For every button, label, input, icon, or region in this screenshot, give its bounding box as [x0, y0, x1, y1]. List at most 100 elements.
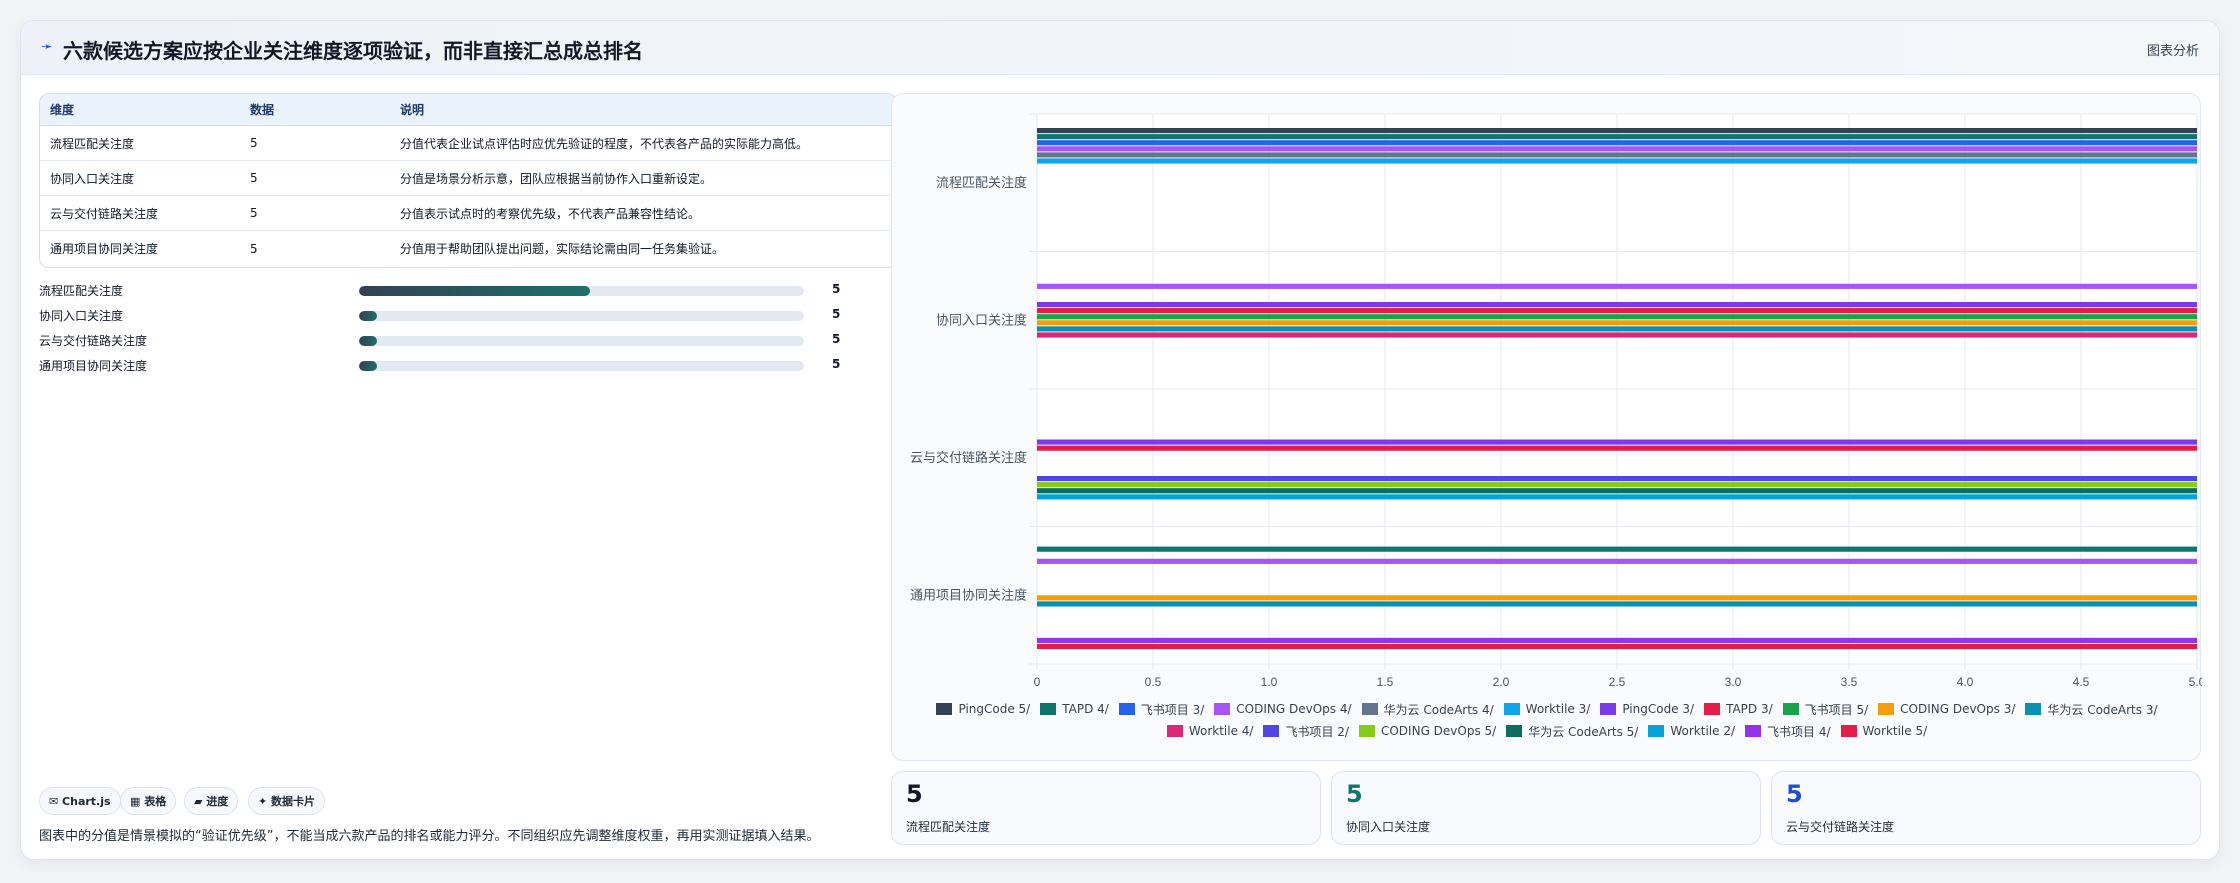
progress-value: 5 — [832, 357, 841, 371]
bar — [1037, 643, 2197, 650]
stat-card: 5 流程匹配关注度 — [891, 771, 1321, 845]
y-category-label: 流程匹配关注度 — [936, 175, 1027, 190]
table-cell: 5 — [250, 206, 258, 220]
x-tick-label: 5.0 — [2189, 675, 2202, 689]
table-row: 云与交付链路关注度 5 分值表示试点时的考察优先级，不代表产品兼容性结论。 — [40, 196, 896, 231]
legend-item[interactable]: 华为云 CodeArts 4/ — [1361, 700, 1494, 718]
page-title: 六款候选方案应按企业关注维度逐项验证，而非直接汇总成总排名 — [63, 39, 643, 63]
footnote: 图表中的分值是情景模拟的“验证优先级”，不能当成六款产品的排名或能力评分。不同组… — [39, 829, 820, 844]
legend-item[interactable]: Worktile 4/ — [1166, 722, 1254, 740]
chip-data-card[interactable]: ✦ 数据卡片 — [248, 787, 326, 815]
bar — [1037, 302, 2197, 308]
bar — [1037, 326, 2197, 332]
legend-swatch — [1782, 703, 1799, 715]
progress-value: 5 — [832, 307, 841, 321]
legend-item[interactable]: CODING DevOps 5/ — [1358, 722, 1497, 740]
x-tick-label: 1.0 — [1261, 675, 1278, 689]
stat-label: 流程匹配关注度 — [906, 820, 991, 834]
y-category-label: 云与交付链路关注度 — [910, 450, 1027, 465]
chart-card: ➛ 六款候选方案应按企业关注维度逐项验证，而非直接汇总成总排名 图表分析 维度 … — [20, 20, 2220, 860]
progress-row: 云与交付链路关注度 5 — [39, 328, 899, 353]
legend-swatch — [1214, 703, 1231, 715]
chip-progress[interactable]: ▰ 进度 — [184, 787, 239, 815]
legend-item[interactable]: Worktile 5/ — [1840, 722, 1928, 740]
progress-track — [359, 336, 804, 346]
bar — [1037, 637, 2197, 644]
legend-item[interactable]: 华为云 CodeArts 5/ — [1506, 722, 1638, 740]
legend-swatch — [2025, 703, 2042, 715]
data-table: 维度 数据 说明 流程匹配关注度 5 分值代表企业试点评估时应优先验证的程度，不… — [39, 93, 897, 268]
legend-item[interactable]: 飞书项目 3/ — [1118, 700, 1204, 718]
progress-fill — [359, 361, 377, 371]
legend-row: PingCode 5/TAPD 4/飞书项目 3/CODING DevOps 4… — [892, 700, 2202, 718]
legend-item[interactable]: 飞书项目 2/ — [1263, 722, 1349, 740]
table-row: 通用项目协同关注度 5 分值用于帮助团队提出问题，实际结论需由同一任务集验证。 — [40, 231, 896, 266]
chart-canvas: 0 0.5 1.0 1.5 2.0 2.5 3.0 3.5 4.0 4.5 5.0 流程匹配关注度协同… — [910, 113, 2202, 689]
table-cell: 5 — [250, 136, 258, 150]
legend-item[interactable]: CODING DevOps 4/ — [1214, 700, 1352, 718]
legend-label: CODING DevOps 5/ — [1380, 724, 1497, 738]
column-header-data: 数据 — [250, 103, 275, 117]
x-tick-label: 3.0 — [1725, 675, 1742, 689]
legend-item[interactable]: TAPD 4/ — [1040, 700, 1109, 718]
chip-chartjs[interactable]: ✉ Chart.js — [39, 787, 121, 815]
legend-item[interactable]: Worktile 2/ — [1648, 722, 1735, 740]
stat-value: 5 — [1346, 780, 1363, 808]
bar — [1037, 314, 2197, 320]
table-cell: 协同入口关注度 — [50, 171, 135, 186]
legend-swatch — [1878, 703, 1895, 715]
progress-label: 协同入口关注度 — [39, 309, 124, 323]
legend-label: Worktile 5/ — [1862, 724, 1928, 738]
legend-swatch — [936, 703, 953, 715]
table-cell: 流程匹配关注度 — [50, 136, 135, 151]
legend-row: Worktile 4/飞书项目 2/CODING DevOps 5/华为云 Co… — [892, 722, 2202, 740]
legend-swatch — [1118, 703, 1135, 715]
legend-item[interactable]: 飞书项目 4/ — [1745, 722, 1831, 740]
chart-analysis-link[interactable]: 图表分析 — [2146, 44, 2199, 59]
bar — [1037, 488, 2197, 494]
bar — [1037, 332, 2197, 338]
stat-value: 5 — [906, 780, 923, 808]
bar-chart: 0 0.5 1.0 1.5 2.0 2.5 3.0 3.5 4.0 4.5 5.0 流程匹配关注度协同… — [891, 93, 2202, 761]
bar — [1037, 595, 2197, 601]
legend-label: 飞书项目 2/ — [1285, 724, 1349, 739]
legend-swatch — [1503, 703, 1520, 715]
table-header: 维度 数据 说明 — [40, 94, 896, 126]
progress-label: 流程匹配关注度 — [39, 284, 124, 298]
column-header-description: 说明 — [400, 103, 425, 117]
legend-item[interactable]: PingCode 5/ — [936, 700, 1030, 718]
legend-label: 华为云 CodeArts 4/ — [1383, 702, 1494, 717]
progress-fill — [359, 311, 377, 321]
progress-label: 通用项目协同关注度 — [39, 359, 148, 373]
bar — [1037, 445, 2197, 451]
legend-label: PingCode 3/ — [1622, 702, 1695, 716]
table-row: 流程匹配关注度 5 分值代表企业试点评估时应优先验证的程度，不代表各产品的实际能… — [40, 126, 896, 161]
chip-table[interactable]: ▦ 表格 — [120, 787, 177, 815]
legend-item[interactable]: TAPD 3/ — [1704, 700, 1773, 718]
legend-swatch — [1040, 703, 1057, 715]
legend-item[interactable]: PingCode 3/ — [1600, 700, 1694, 718]
legend-item[interactable]: Worktile 3/ — [1503, 700, 1590, 718]
legend-item[interactable]: CODING DevOps 3/ — [1878, 700, 2015, 718]
legend-item[interactable]: 飞书项目 5/ — [1782, 700, 1868, 718]
x-tick-label: 2.5 — [1609, 675, 1626, 689]
x-tick-label: 0.5 — [1145, 675, 1162, 689]
progress-value: 5 — [832, 332, 841, 346]
x-tick-label: 0 — [1034, 675, 1041, 689]
progress-row: 流程匹配关注度 5 — [39, 278, 899, 303]
table-cell: 分值是场景分析示意，团队应根据当前协作入口重新设定。 — [400, 171, 713, 186]
legend-swatch — [1263, 725, 1280, 737]
legend-label: CODING DevOps 4/ — [1236, 702, 1352, 716]
bar — [1037, 439, 2197, 445]
table-cell: 通用项目协同关注度 — [50, 242, 159, 256]
stat-card: 5 云与交付链路关注度 — [1771, 771, 2201, 845]
legend-label: Worktile 4/ — [1188, 724, 1254, 738]
legend-item[interactable]: 华为云 CodeArts 3/ — [2025, 700, 2158, 718]
x-tick-label: 2.0 — [1493, 675, 1510, 689]
bar — [1037, 146, 2197, 152]
progress-track — [359, 311, 804, 321]
y-category-label: 通用项目协同关注度 — [910, 587, 1027, 602]
pin-icon: ➛ — [41, 39, 53, 55]
progress-label: 云与交付链路关注度 — [39, 334, 148, 348]
legend-label: CODING DevOps 3/ — [1900, 702, 2016, 716]
